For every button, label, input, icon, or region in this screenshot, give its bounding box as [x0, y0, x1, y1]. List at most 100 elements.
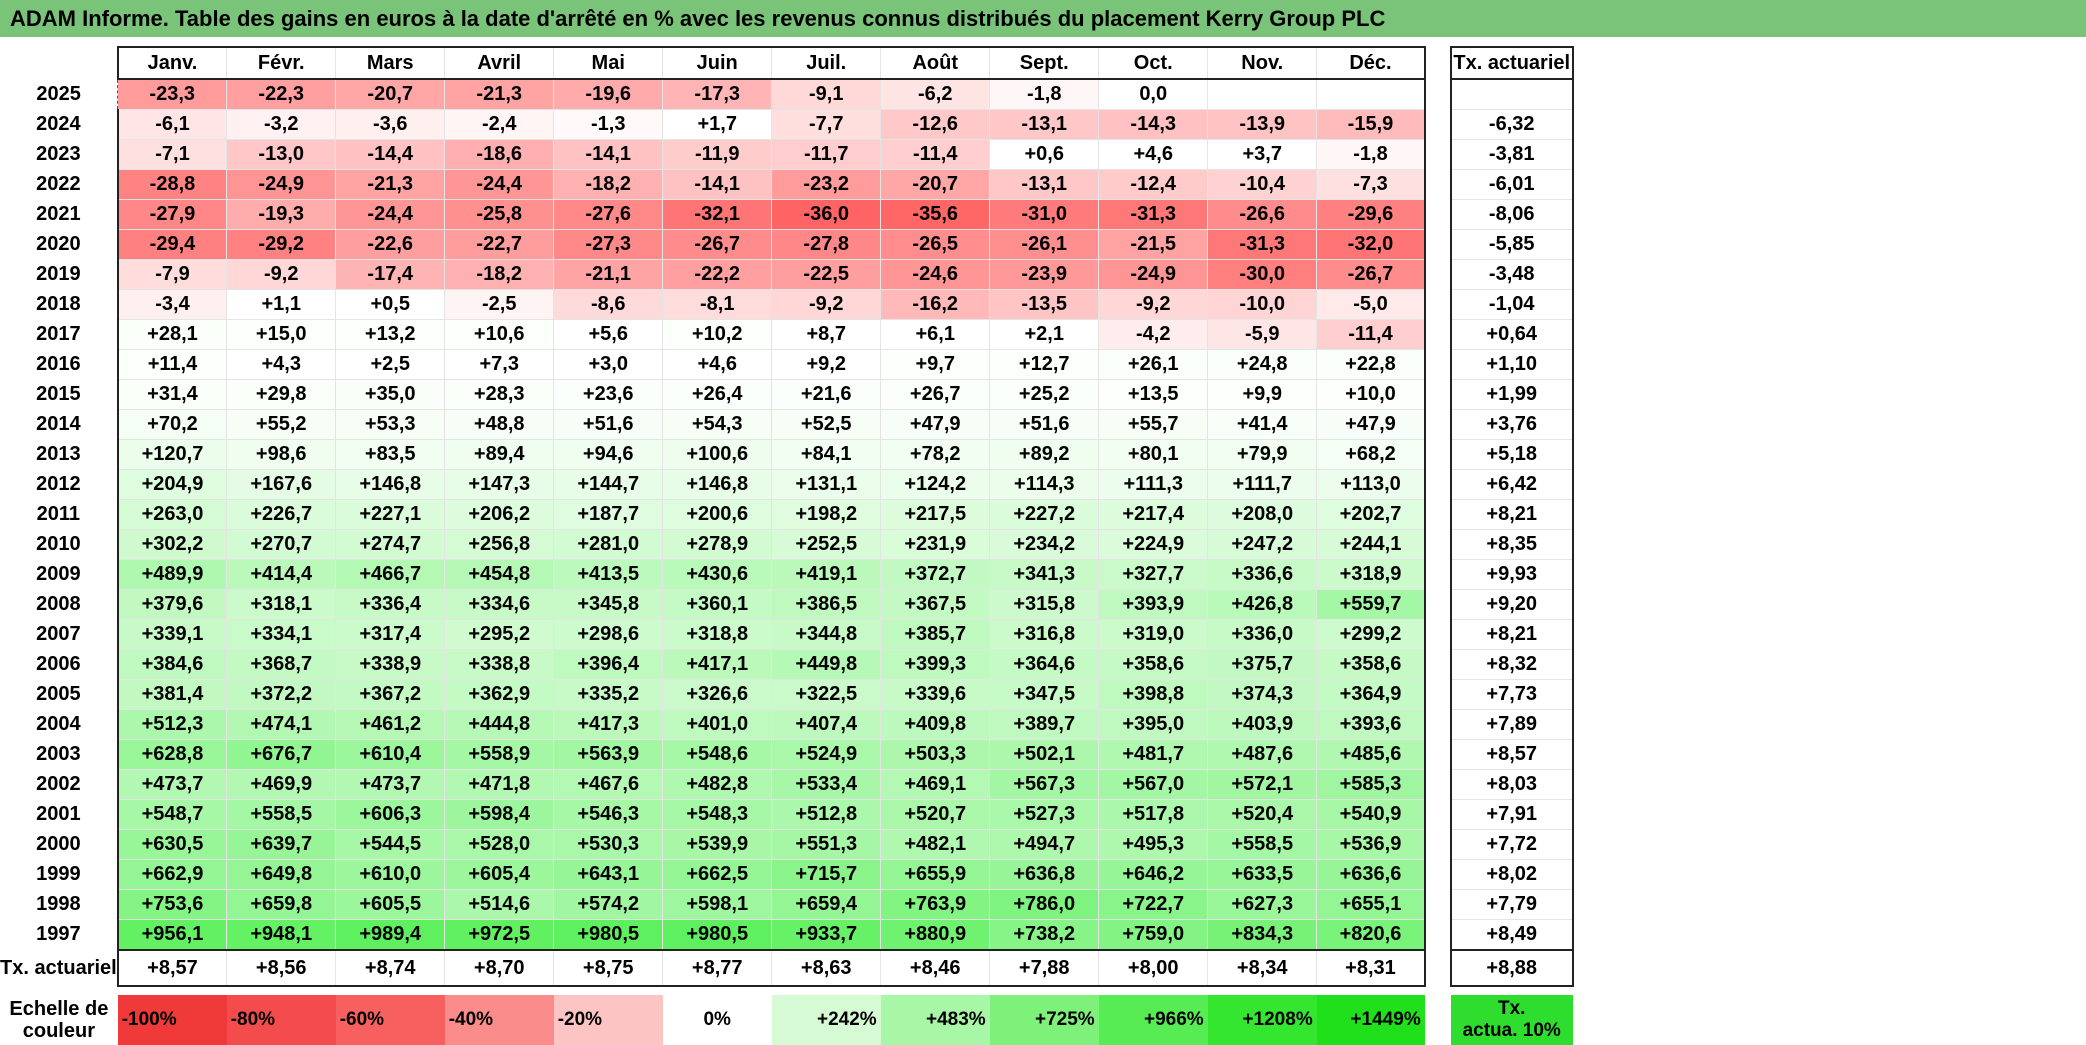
column-gap [1424, 619, 1451, 650]
gain-cell: +880,9 [880, 919, 991, 951]
gain-cell: +318,9 [1316, 559, 1426, 590]
column-gap [1424, 739, 1451, 770]
gain-cell: +336,0 [1207, 619, 1318, 650]
gain-cell: -2,4 [444, 109, 555, 140]
gain-cell: -19,6 [553, 78, 664, 110]
year-label: 2020 [36, 233, 81, 255]
gain-cell: +430,6 [662, 559, 773, 590]
gain-cell: -22,3 [226, 78, 337, 110]
gain-cell: +206,2 [444, 499, 555, 530]
gain-cell: -9,1 [771, 78, 882, 110]
gain-cell: +948,1 [226, 919, 337, 951]
gain-cell: +610,0 [335, 859, 446, 890]
monthly-rate-cell: +8,31 [1316, 949, 1426, 987]
gain-cell: +224,9 [1098, 529, 1209, 560]
gain-cell: +385,7 [880, 619, 991, 650]
gain-cell: +598,4 [444, 799, 555, 830]
column-gap [1424, 649, 1451, 680]
annual-rate-cell: +0,64 [1449, 319, 1574, 350]
gain-cell: +89,4 [444, 439, 555, 470]
gain-cell: +1,7 [662, 109, 773, 140]
gain-cell: +344,8 [771, 619, 882, 650]
gain-cell: -36,0 [771, 199, 882, 230]
gain-cell: +41,4 [1207, 409, 1318, 440]
gain-cell: +124,2 [880, 469, 991, 500]
annual-rate-cell: +8,35 [1449, 529, 1574, 560]
gain-cell: +469,1 [880, 769, 991, 800]
gain-cell: -27,9 [116, 199, 228, 230]
year-label: 2006 [36, 653, 81, 675]
gain-cell: +281,0 [553, 529, 664, 560]
gain-cell: -23,3 [117, 78, 228, 110]
gain-cell: +643,1 [553, 859, 664, 890]
year-label: 2019 [36, 263, 81, 285]
scale-label-line2: couleur [22, 1020, 95, 1042]
gain-cell: -3,6 [335, 109, 446, 140]
gain-cell: +335,2 [553, 679, 664, 710]
gain-cell: +539,9 [662, 829, 773, 860]
gain-cell: -7,7 [771, 109, 882, 140]
month-header: Avril [444, 46, 555, 80]
gain-cell: +524,9 [771, 739, 882, 770]
gain-cell: -11,9 [662, 139, 773, 170]
gain-cell: +336,4 [335, 589, 446, 620]
gain-cell: +29,8 [226, 379, 337, 410]
table-row: 2025 -23,3 -22,3 -20,7 -21,3 -19,6 -17,3 -9,1 -6… [0, 78, 1574, 110]
gain-cell: +536,9 [1316, 829, 1426, 860]
gain-cell: -11,4 [880, 139, 991, 170]
gain-cell: -6,1 [116, 109, 228, 140]
table-row: 2007 +339,1 +334,1 +317,4 +295,2 +298,6 +318,8… [0, 619, 1574, 650]
column-gap [1424, 859, 1451, 890]
gain-cell: +263,0 [116, 499, 228, 530]
gain-cell: +417,1 [662, 649, 773, 680]
gain-cell: +655,9 [880, 859, 991, 890]
column-gap [1424, 169, 1451, 200]
year-label: 2000 [36, 833, 81, 855]
gain-cell: +144,7 [553, 469, 664, 500]
gain-cell: -13,9 [1207, 109, 1318, 140]
gain-cell: +10,0 [1316, 379, 1426, 410]
gain-cell: +23,6 [553, 379, 664, 410]
gain-cell: +722,7 [1098, 889, 1209, 920]
gain-cell: +4,6 [662, 349, 773, 380]
monthly-rate-cell: +8,34 [1207, 949, 1318, 987]
annual-rate-cell: +9,20 [1449, 589, 1574, 620]
gain-cell: -19,3 [226, 199, 337, 230]
gain-cell: +226,7 [226, 499, 337, 530]
gain-cell: -9,2 [226, 259, 337, 290]
gain-cell: +15,0 [226, 319, 337, 350]
annual-rate-cell: +1,10 [1449, 349, 1574, 380]
annual-rate-cell: +8,03 [1449, 769, 1574, 800]
gain-cell: -21,3 [335, 169, 446, 200]
gain-cell: -13,5 [989, 289, 1100, 320]
monthly-rate-cell: +8,57 [116, 949, 228, 987]
table-row: 2006 +384,6 +368,7 +338,9 +338,8 +396,4 +417,1… [0, 649, 1574, 680]
gain-cell: +167,6 [226, 469, 337, 500]
gain-cell: +393,9 [1098, 589, 1209, 620]
gain-cell: +68,2 [1316, 439, 1426, 470]
table-row: 1998 +753,6 +659,8 +605,5 +514,6 +574,2 +598,1… [0, 889, 1574, 920]
gain-cell: +605,4 [444, 859, 555, 890]
gain-cell: +485,6 [1316, 739, 1426, 770]
gain-cell: +70,2 [116, 409, 228, 440]
gain-cell: +51,6 [989, 409, 1100, 440]
gain-cell: +198,2 [771, 499, 882, 530]
gain-cell: +585,3 [1316, 769, 1426, 800]
gain-cell: -1,8 [989, 78, 1100, 110]
gain-cell: +419,1 [771, 559, 882, 590]
gain-cell: +517,8 [1098, 799, 1209, 830]
gain-cell: +270,7 [226, 529, 337, 560]
table-row: 2022 -28,8 -24,9 -21,3 -24,4 -18,2 -14,1 -23,2-… [0, 169, 1574, 200]
gain-cell: +403,9 [1207, 709, 1318, 740]
year-label: 1997 [36, 923, 81, 946]
gain-cell: -10,4 [1207, 169, 1318, 200]
column-gap [1424, 995, 1451, 1045]
annual-rate-cell: +8,21 [1449, 619, 1574, 650]
monthly-rate-cell: +8,63 [771, 949, 882, 987]
gain-cell: +8,7 [771, 319, 882, 350]
gain-cell: +956,1 [116, 919, 228, 951]
table-row: 2017 +28,1 +15,0 +13,2 +10,6 +5,6 +10,2 +8,7 +6,… [0, 319, 1574, 350]
gain-cell: -21,5 [1098, 229, 1209, 260]
gain-cell: +334,1 [226, 619, 337, 650]
gain-cell: -3,2 [226, 109, 337, 140]
